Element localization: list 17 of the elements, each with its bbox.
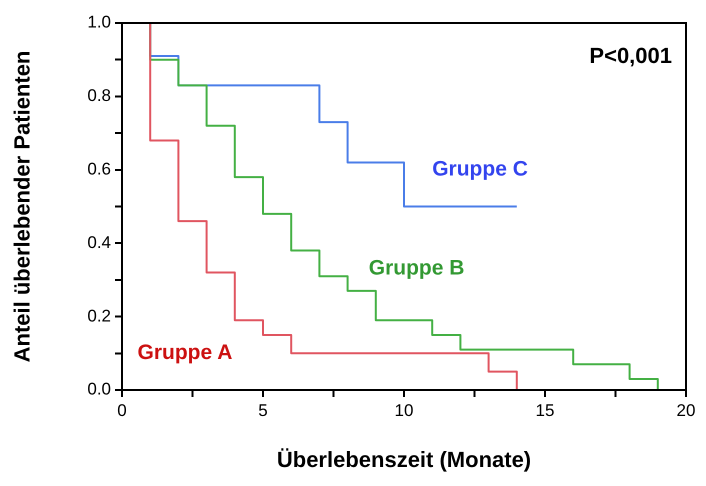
y-tick-label: 1.0 <box>87 12 111 32</box>
annotation: P<0,001 <box>589 43 672 68</box>
x-tick-label: 15 <box>536 401 554 420</box>
y-tick-label: 0.4 <box>87 232 111 252</box>
x-axis-title: Überlebenszeit (Monate) <box>276 446 532 472</box>
y-tick-label: 0.2 <box>87 306 111 326</box>
x-tick-label: 20 <box>676 401 696 420</box>
y-axis-title: Anteil überlebender Patienten <box>9 50 34 362</box>
y-tick-label: 0.8 <box>87 86 111 106</box>
x-tick-label: 10 <box>394 401 414 420</box>
y-tick-label: 0.6 <box>87 159 111 178</box>
x-tick-label: 5 <box>258 401 268 420</box>
x-tick-label: 0 <box>117 401 127 420</box>
series-label: Gruppe B <box>368 256 464 280</box>
series-label: Gruppe A <box>138 341 232 364</box>
series-label: Gruppe C <box>432 158 528 181</box>
y-tick-label: 0.0 <box>87 380 111 399</box>
